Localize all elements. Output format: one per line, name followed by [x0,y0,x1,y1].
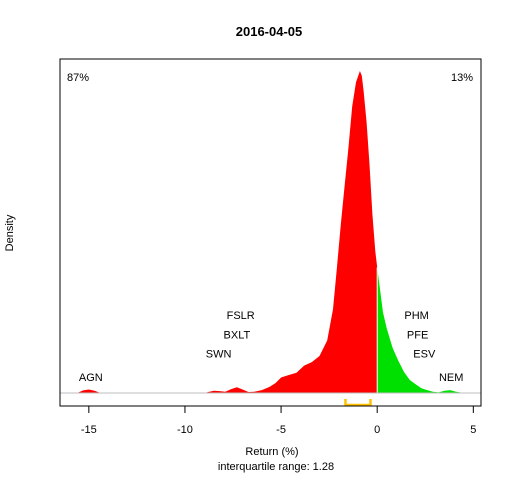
chart-title: 2016-04-05 [236,24,303,39]
ticker-label: FSLR [227,310,255,322]
x-tick-label: -10 [177,424,193,436]
iqr-bracket [344,399,372,407]
ticker-label: PFE [407,329,428,341]
x-tick-label: -5 [276,424,286,436]
negative-share-label: 87% [67,72,89,84]
x-tick-label: 0 [374,424,380,436]
y-axis-label: Density [4,214,16,251]
ticker-label: PHM [404,310,428,322]
ticker-label: NEM [439,372,463,384]
x-tick-label: 5 [470,424,476,436]
positive-density-fill [377,267,464,393]
iqr-caption: interquartile range: 1.28 [218,461,334,473]
ticker-label: ESV [413,349,436,361]
x-axis-label: Return (%) [245,446,298,458]
x-tick-label: -15 [81,424,97,436]
ticker-label: SWN [206,349,232,361]
ticker-label: AGN [79,372,103,384]
density-area-negative [77,71,378,393]
ticker-label: BXLT [224,329,251,341]
negative-density-fill [77,71,378,393]
x-axis: -15 -10 -5 0 5 [81,405,476,436]
density-area-positive [376,267,464,393]
positive-share-label: 13% [451,72,473,84]
